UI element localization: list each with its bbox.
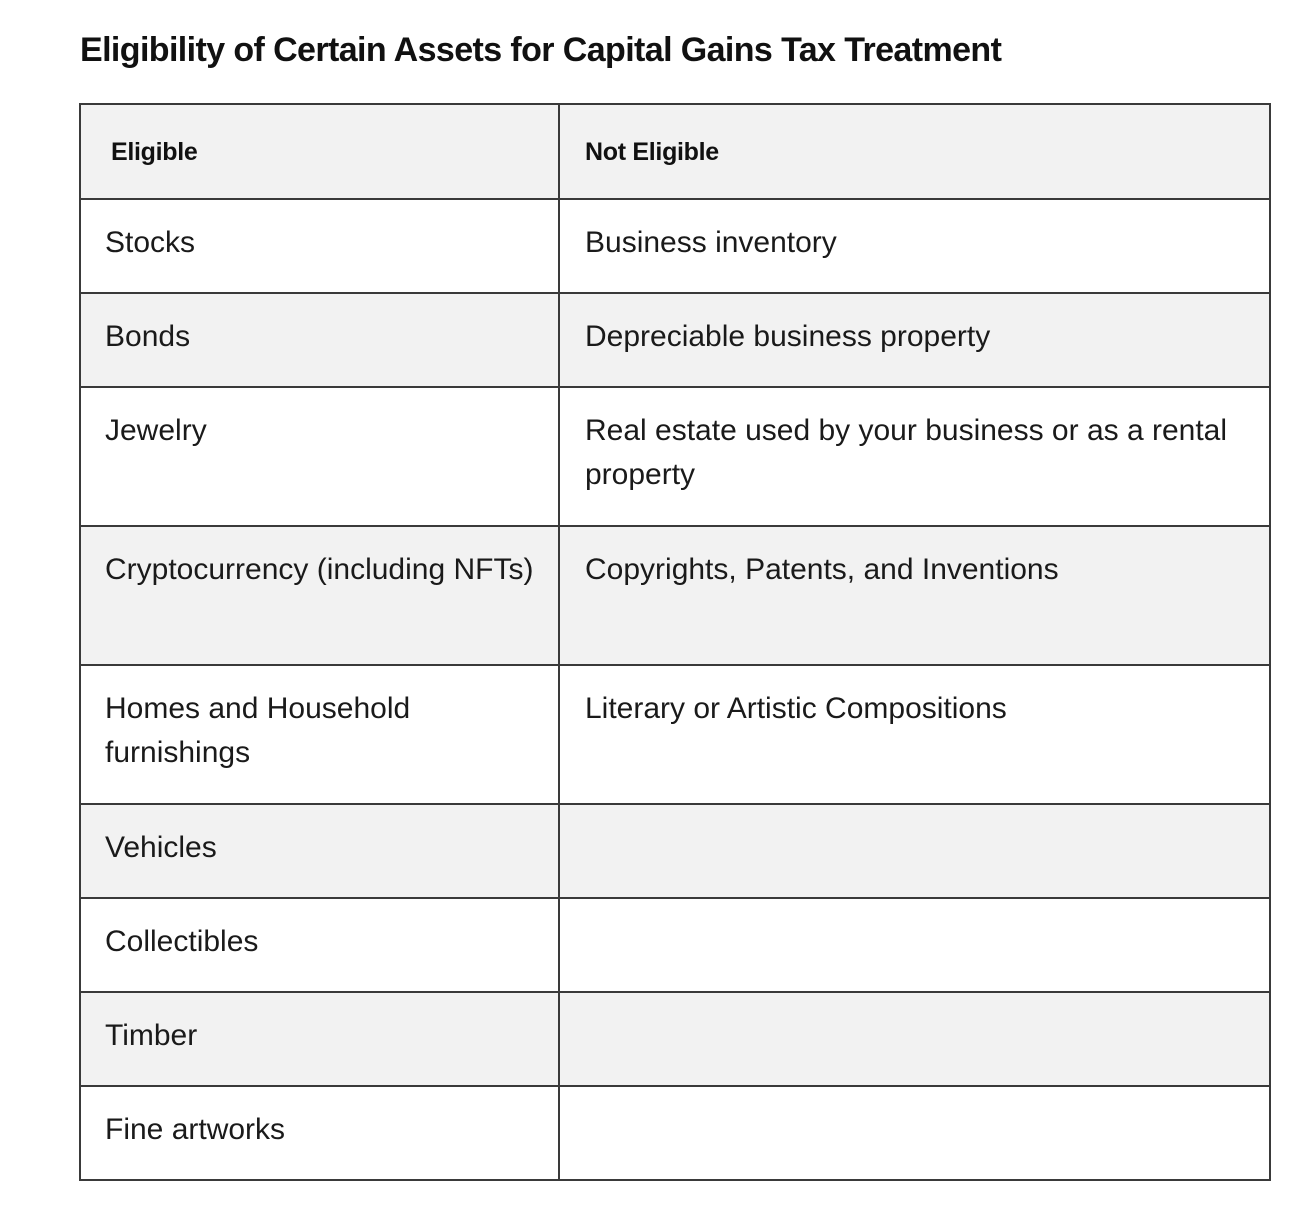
- column-header-not-eligible: Not Eligible: [558, 103, 1271, 200]
- table-row: Stocks Business inventory: [79, 198, 1271, 294]
- table-row: Vehicles: [79, 803, 1271, 899]
- page-title: Eligibility of Certain Assets for Capita…: [80, 31, 1002, 69]
- not-eligible-cell: Business inventory: [558, 198, 1271, 294]
- not-eligible-cell: Literary or Artistic Compositions: [558, 664, 1271, 805]
- not-eligible-cell: [558, 991, 1271, 1087]
- table-row: Cryptocurrency (including NFTs) Copyrigh…: [79, 525, 1271, 666]
- table-row: Homes and Household furnishings Literary…: [79, 664, 1271, 805]
- not-eligible-cell: [558, 897, 1271, 993]
- not-eligible-cell: Real estate used by your business or as …: [558, 386, 1271, 527]
- not-eligible-cell: Depreciable business property: [558, 292, 1271, 388]
- eligibility-table-container: Eligible Not Eligible Stocks Business in…: [79, 103, 1271, 1181]
- table-row: Timber: [79, 991, 1271, 1087]
- eligible-cell: Jewelry: [79, 386, 560, 527]
- table-row: Fine artworks: [79, 1085, 1271, 1181]
- eligible-cell: Timber: [79, 991, 560, 1087]
- table-row: Collectibles: [79, 897, 1271, 993]
- eligible-cell: Homes and Household furnishings: [79, 664, 560, 805]
- not-eligible-cell: [558, 803, 1271, 899]
- eligible-cell: Fine artworks: [79, 1085, 560, 1181]
- eligible-cell: Bonds: [79, 292, 560, 388]
- column-header-eligible: Eligible: [79, 103, 560, 200]
- table-header-row: Eligible Not Eligible: [79, 103, 1271, 200]
- eligible-cell: Collectibles: [79, 897, 560, 993]
- eligibility-table: Eligible Not Eligible Stocks Business in…: [79, 103, 1271, 1181]
- eligible-cell: Cryptocurrency (including NFTs): [79, 525, 560, 666]
- table-row: Bonds Depreciable business property: [79, 292, 1271, 388]
- eligible-cell: Vehicles: [79, 803, 560, 899]
- eligible-cell: Stocks: [79, 198, 560, 294]
- table-row: Jewelry Real estate used by your busines…: [79, 386, 1271, 527]
- not-eligible-cell: [558, 1085, 1271, 1181]
- not-eligible-cell: Copyrights, Patents, and Inventions: [558, 525, 1271, 666]
